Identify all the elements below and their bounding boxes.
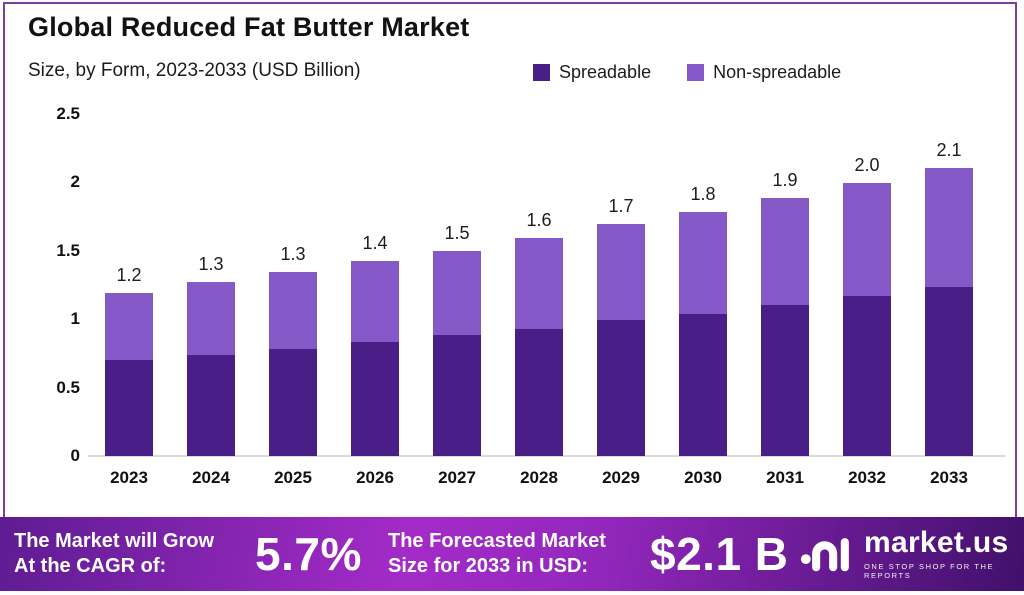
- bar-total-label: 1.5: [444, 222, 470, 243]
- legend: Spreadable Non-spreadable: [533, 62, 841, 83]
- bar-total-label: 1.2: [116, 264, 142, 285]
- bar-segment-non-spreadable: [351, 261, 399, 343]
- bar-segment-spreadable: [187, 354, 235, 456]
- bar-segment-non-spreadable: [433, 250, 481, 336]
- x-axis-tick-label: 2024: [192, 468, 230, 487]
- bar-segment-spreadable: [925, 287, 973, 456]
- bar-segment-non-spreadable: [269, 272, 317, 350]
- legend-swatch-icon: [687, 64, 705, 81]
- bar-segment-non-spreadable: [843, 183, 891, 296]
- y-axis-tick-label: 2: [70, 172, 80, 191]
- y-axis-tick-label: 2.5: [56, 103, 80, 123]
- legend-item-non-spreadable: Non-spreadable: [687, 62, 841, 83]
- x-axis-baseline: [88, 455, 1005, 457]
- marketus-logo: market.us ONE STOP SHOP FOR THE REPORTS: [800, 528, 1024, 580]
- x-axis-tick-label: 2031: [766, 468, 804, 487]
- bar-segment-spreadable: [679, 313, 727, 456]
- legend-item-spreadable: Spreadable: [533, 62, 651, 83]
- x-axis-tick-label: 2030: [684, 468, 722, 487]
- chart-subtitle: Size, by Form, 2023-2033 (USD Billion): [28, 60, 361, 81]
- bar-total-label: 1.3: [280, 244, 306, 265]
- bar-total-label: 1.8: [690, 184, 716, 205]
- bar-segment-spreadable: [515, 328, 563, 456]
- x-axis-tick-label: 2023: [110, 468, 148, 487]
- cagr-label: The Market will Grow At the CAGR of:: [14, 529, 214, 579]
- y-axis-tick-label: 0.5: [56, 377, 80, 397]
- footer-banner: The Market will Grow At the CAGR of: 5.7…: [0, 517, 1024, 591]
- bar-segment-non-spreadable: [679, 212, 727, 314]
- bar-segment-spreadable: [597, 320, 645, 456]
- bar-segment-spreadable: [269, 349, 317, 456]
- bar-segment-non-spreadable: [925, 168, 973, 288]
- forecast-label: The Forecasted Market Size for 2033 in U…: [388, 529, 606, 579]
- bar-total-label: 1.3: [198, 254, 224, 274]
- logo-tagline: ONE STOP SHOP FOR THE REPORTS: [864, 562, 995, 580]
- legend-label: Non-spreadable: [713, 62, 842, 82]
- bar-segment-non-spreadable: [105, 292, 153, 361]
- legend-label: Spreadable: [559, 62, 652, 82]
- bar-total-label: 2.1: [936, 140, 962, 161]
- y-axis-tick-label: 1.5: [56, 240, 80, 260]
- page-title: Global Reduced Fat Butter Market: [28, 12, 470, 42]
- x-axis-tick-label: 2027: [438, 468, 476, 487]
- bar-segment-spreadable: [761, 305, 809, 456]
- bar-segment-non-spreadable: [187, 282, 235, 355]
- bar-segment-non-spreadable: [515, 238, 563, 329]
- bar-total-label: 1.6: [526, 210, 552, 231]
- y-axis-tick-label: 0: [70, 446, 80, 465]
- bar-segment-spreadable: [843, 295, 891, 456]
- x-axis-tick-label: 2032: [848, 468, 886, 487]
- forecast-value: $2.1 B: [650, 528, 789, 580]
- bar-segment-spreadable: [105, 360, 153, 456]
- logo-name: market.us: [864, 526, 1009, 559]
- forecast-label-line1: The Forecasted Market: [388, 530, 606, 552]
- x-axis-tick-label: 2028: [520, 468, 558, 487]
- x-axis-tick-label: 2029: [602, 468, 640, 487]
- forecast-label-line2: Size for 2033 in USD:: [388, 555, 589, 577]
- x-axis-tick-label: 2033: [930, 468, 968, 487]
- x-axis-tick-label: 2025: [274, 468, 312, 487]
- bar-total-label: 1.9: [772, 170, 798, 191]
- bar-segment-spreadable: [351, 342, 399, 456]
- bar-segment-spreadable: [433, 335, 481, 456]
- legend-swatch-icon: [533, 64, 550, 81]
- cagr-value: 5.7%: [255, 528, 362, 580]
- bar-total-label: 1.7: [608, 196, 634, 217]
- bar-segment-non-spreadable: [761, 198, 809, 306]
- bar-total-label: 1.4: [362, 233, 388, 254]
- bar-total-label: 2.0: [854, 155, 880, 176]
- x-axis-tick-label: 2026: [356, 468, 394, 487]
- cagr-label-line2: At the CAGR of:: [14, 555, 167, 577]
- y-axis-tick-label: 1: [70, 309, 80, 328]
- bar-segment-non-spreadable: [597, 224, 645, 321]
- cagr-label-line1: The Market will Grow: [14, 530, 215, 552]
- marketus-logo-icon: [800, 531, 852, 578]
